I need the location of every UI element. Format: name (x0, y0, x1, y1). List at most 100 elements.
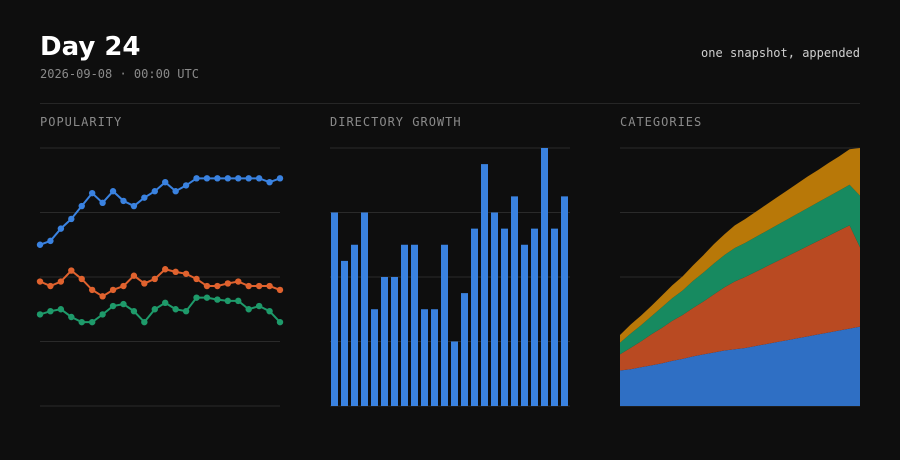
directory-bar-13 (451, 341, 458, 406)
directory-bar-19 (511, 196, 518, 406)
categories-area-area_blue (620, 326, 860, 406)
popularity-blue-point-19 (224, 175, 232, 182)
popularity-blue-point-20 (235, 175, 242, 182)
popularity-blue-point-15 (182, 182, 190, 189)
popularity-orange-point-12 (151, 275, 158, 283)
popularity-green-point-4 (68, 313, 75, 321)
categories-area-area_green (620, 184, 860, 355)
popularity-green-point-16 (193, 294, 200, 301)
popularity-green-point-10 (130, 307, 138, 315)
directory-bar-8 (401, 244, 408, 406)
popularity-blue-point-12 (151, 188, 158, 195)
directory-bar-4 (361, 212, 368, 406)
directory-bar-22 (541, 148, 548, 406)
popularity-orange-point-15 (182, 270, 190, 277)
popularity-orange-point-18 (214, 282, 221, 290)
directory-bar-12 (441, 244, 448, 406)
popularity-orange-point-5 (78, 275, 85, 283)
popularity-orange-point-20 (235, 278, 242, 285)
popularity-green-point-23 (266, 307, 273, 315)
directory-bar-5 (371, 309, 378, 406)
popularity-blue-point-22 (255, 175, 263, 182)
popularity-green-point-12 (151, 306, 158, 313)
directory-bar-6 (381, 277, 388, 406)
directory-bar-14 (461, 293, 468, 406)
popularity-blue-point-23 (266, 178, 273, 186)
popularity-panel-title: POPULARITY (40, 115, 123, 129)
popularity-green-point-13 (162, 299, 169, 306)
popularity-orange-point-19 (224, 280, 232, 287)
popularity-green-point-9 (120, 300, 127, 308)
popularity-series-green-line (39, 296, 281, 324)
popularity-orange-point-6 (88, 286, 96, 294)
popularity-blue-point-24 (276, 175, 284, 182)
popularity-green-point-20 (235, 297, 242, 305)
popularity-orange-point-16 (193, 275, 200, 283)
popularity-green-point-15 (182, 307, 190, 315)
popularity-blue-point-18 (214, 175, 221, 182)
popularity-series-blue-line (39, 177, 281, 246)
popularity-orange-point-24 (276, 286, 284, 294)
popularity-orange-point-9 (120, 282, 127, 290)
popularity-green-point-22 (255, 302, 263, 310)
directory-bar-7 (391, 277, 398, 406)
directory-bar-16 (481, 164, 488, 406)
popularity-green-point-2 (47, 307, 54, 315)
popularity-blue-point-1 (36, 241, 44, 248)
directory-bar-11 (431, 309, 438, 406)
popularity-blue-point-11 (141, 194, 148, 201)
popularity-blue-point-5 (78, 202, 85, 210)
popularity-orange-point-13 (162, 266, 169, 273)
popularity-green-point-8 (109, 302, 117, 310)
popularity-blue-point-13 (162, 178, 169, 186)
popularity-blue-point-3 (57, 225, 65, 232)
directory-bar-2 (341, 260, 348, 406)
snapshot-note: one snapshot, appended (701, 46, 860, 60)
popularity-blue-point-10 (130, 202, 138, 210)
categories-area-amber (620, 148, 860, 343)
directory-bar-10 (421, 309, 428, 406)
categories-area-area_orange (620, 225, 860, 371)
popularity-green-point-17 (203, 294, 211, 301)
popularity-green-point-24 (276, 318, 284, 326)
directory-bar-9 (411, 244, 418, 406)
popularity-green-point-11 (141, 318, 148, 326)
popularity-orange-point-21 (245, 282, 252, 290)
popularity-blue-point-21 (245, 175, 252, 182)
popularity-orange-point-4 (68, 267, 75, 274)
directory-bar-17 (491, 212, 498, 406)
categories-panel-title: CATEGORIES (620, 115, 703, 129)
directory-panel-title: DIRECTORY GROWTH (330, 115, 462, 129)
popularity-orange-point-1 (36, 278, 44, 285)
page-title: Day 24 (40, 32, 141, 62)
page-subtitle: 2026-09-08 · 00:00 UTC (40, 67, 199, 81)
popularity-series-orange-line (39, 268, 281, 298)
popularity-green-point-7 (99, 311, 106, 318)
directory-bar-24 (561, 196, 568, 406)
popularity-green-point-6 (88, 318, 96, 326)
popularity-orange-point-11 (141, 280, 148, 287)
popularity-orange-point-2 (47, 282, 54, 290)
popularity-green-point-14 (172, 306, 179, 313)
popularity-orange-point-7 (99, 293, 106, 300)
popularity-orange-point-23 (266, 282, 273, 290)
popularity-orange-point-17 (203, 282, 211, 290)
popularity-blue-point-6 (88, 189, 96, 197)
popularity-blue-point-14 (172, 188, 179, 195)
popularity-blue-point-17 (203, 175, 211, 182)
popularity-orange-point-3 (57, 278, 65, 285)
popularity-green-point-18 (214, 296, 221, 303)
directory-bar-15 (471, 228, 478, 406)
popularity-blue-point-4 (68, 215, 75, 223)
popularity-green-point-3 (57, 306, 65, 313)
directory-bar-23 (551, 228, 558, 406)
popularity-blue-point-8 (109, 188, 117, 195)
popularity-blue-point-9 (120, 197, 127, 205)
popularity-blue-point-2 (47, 237, 54, 245)
popularity-green-point-5 (78, 318, 85, 326)
directory-bar-18 (501, 228, 508, 406)
popularity-orange-point-14 (172, 268, 179, 276)
directory-bar-1 (331, 212, 338, 406)
popularity-blue-point-7 (99, 199, 106, 207)
